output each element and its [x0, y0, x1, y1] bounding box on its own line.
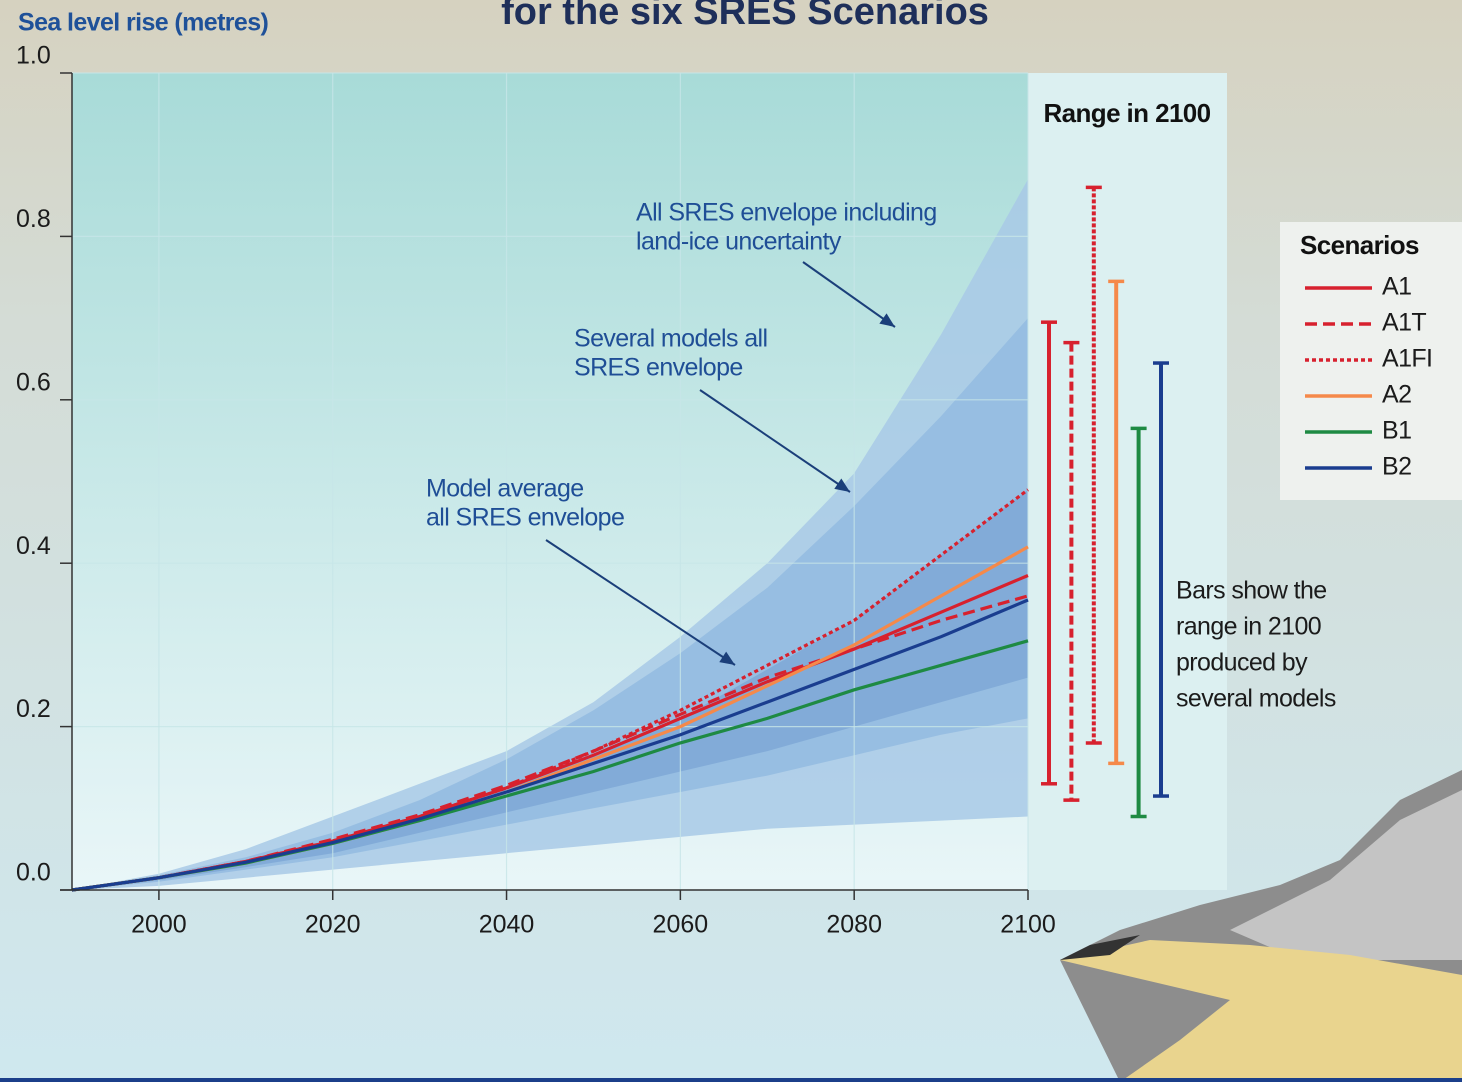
y-tick-label: 0.0	[16, 859, 51, 887]
scenario-lines	[71, 185, 1169, 892]
scenario-line	[71, 594, 1029, 892]
legend-label: A1T	[1382, 309, 1426, 337]
range-panel	[1028, 73, 1227, 890]
x-tick-label: 2000	[131, 911, 187, 939]
axes: 0.0 0.2 0.4 0.6 0.8 1.0 2000 2020 2040 2060 2080 21…	[16, 42, 1056, 939]
bottom-rule	[0, 1078, 1462, 1082]
annotation-arrow	[699, 389, 851, 493]
chart-title: for the six SRES Scenarios	[501, 0, 989, 33]
envelope-label: SRES envelope	[574, 354, 743, 382]
arrow-head	[719, 651, 735, 665]
y-tick-label: 0.2	[16, 695, 51, 723]
legend: A1 A1T A1FI A2 B1 B2	[1305, 273, 1433, 481]
annotation-arrow	[545, 539, 736, 666]
x-tick-label: 2040	[479, 911, 535, 939]
y-tick-label: 0.4	[16, 532, 51, 560]
x-tick-label: 2080	[826, 911, 882, 939]
y-tick-label: 0.8	[16, 205, 51, 233]
legend-label: B1	[1382, 417, 1411, 445]
envelope-label: All SRES envelope including	[636, 199, 937, 227]
legend-label: B2	[1382, 453, 1411, 481]
annotation-arrow	[802, 261, 896, 328]
envelope-label: Model average	[426, 475, 584, 503]
legend-label: A2	[1382, 381, 1411, 409]
envelope-label: land-ice uncertainty	[636, 228, 842, 256]
envelope	[72, 489, 1028, 890]
range-note: several models	[1176, 685, 1336, 713]
coast-illustration	[1060, 770, 1462, 1082]
y-tick-label: 0.6	[16, 368, 51, 396]
legend-label: A1FI	[1382, 345, 1432, 373]
arrow-head	[834, 478, 850, 492]
rocks	[1060, 935, 1140, 960]
envelope	[72, 318, 1028, 891]
range-note: produced by	[1176, 649, 1308, 677]
scenario-line	[71, 598, 1029, 892]
arrow-head	[879, 313, 895, 327]
range-note: Bars show the	[1176, 577, 1327, 605]
legend-label: A1	[1382, 273, 1411, 301]
range-note: range in 2100	[1176, 613, 1321, 641]
envelope-label: all SRES envelope	[426, 504, 624, 532]
y-tick-label: 1.0	[16, 42, 51, 70]
y-axis-label: Sea level rise (metres)	[18, 9, 269, 37]
beach	[1060, 940, 1462, 1082]
legend-title: Scenarios	[1300, 230, 1419, 260]
x-tick-label: 2060	[653, 911, 709, 939]
x-tick-label: 2100	[1000, 911, 1056, 939]
cliff-light	[1230, 790, 1462, 960]
envelope-label: Several models all	[574, 325, 767, 353]
x-tick-label: 2020	[305, 911, 361, 939]
range-title: Range in 2100	[1043, 98, 1210, 128]
